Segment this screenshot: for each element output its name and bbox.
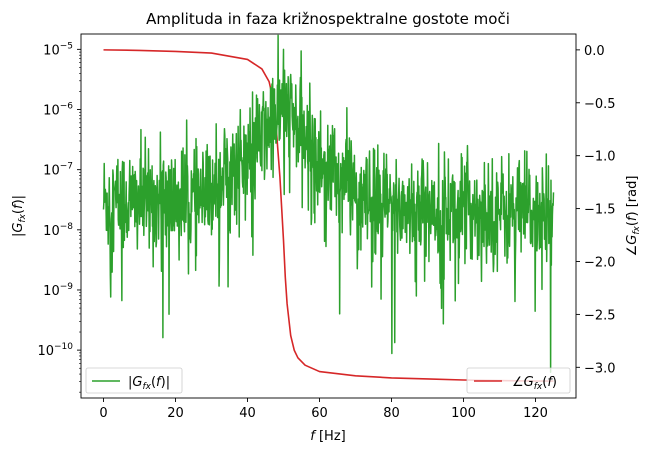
phase-series-layer — [103, 49, 554, 382]
y-left-tick-label: 10−5 — [43, 41, 73, 58]
y-left-tick-label: 10−10 — [37, 342, 73, 359]
legend-amplitude-label: |Gfx(f)| — [128, 375, 170, 392]
x-axis-label: f [Hz] — [310, 429, 345, 444]
y-left-axis-label: |Gfx(f)| — [11, 195, 28, 237]
x-tick-label: 120 — [523, 406, 548, 421]
legend-phase: ∠Gfx(f) — [466, 367, 571, 394]
y-right-tick-label: −2.5 — [584, 308, 616, 323]
y-right-tick-label: −0.5 — [584, 97, 616, 112]
y-right-tick-label: −1.5 — [584, 203, 616, 218]
y-left-tick-label: 10−7 — [43, 162, 73, 179]
y-right-tick-label: −1.0 — [584, 150, 616, 165]
y-left-tick-label: 10−8 — [43, 222, 73, 239]
x-tick-label: 60 — [311, 406, 328, 421]
legend-phase-box — [466, 367, 571, 394]
x-axis: 0 20 40 60 80 100 120 — [99, 398, 548, 421]
x-tick-label: 0 — [99, 406, 107, 421]
phase-line — [103, 49, 554, 382]
amplitude-line — [102, 34, 555, 374]
y-right-axis-label: ∠Gfx(f) [rad] — [625, 176, 642, 257]
y-left-tick-label: 10−9 — [43, 282, 73, 299]
y-left-tick-label: 10−6 — [43, 102, 73, 119]
y-axis-right: 0.0 −0.5 −1.0 −1.5 −2.0 −2.5 −3.0 — [576, 44, 616, 376]
chart-title: Amplituda in faza križnospektralne gosto… — [146, 10, 510, 28]
amplitude-series-layer — [102, 34, 555, 374]
y-right-tick-label: 0.0 — [584, 44, 605, 59]
legend-amplitude-box — [85, 367, 183, 394]
x-tick-label: 80 — [383, 406, 400, 421]
y-right-tick-label: −2.0 — [584, 256, 616, 271]
plot-frame — [80, 33, 577, 399]
x-tick-label: 20 — [167, 406, 184, 421]
y-right-tick-label: −3.0 — [584, 361, 616, 376]
y-axis-left: 10−10 10−9 10−8 10−7 10−6 10−5 — [37, 41, 81, 393]
x-tick-label: 40 — [239, 406, 256, 421]
legend-phase-label: ∠Gfx(f) — [512, 375, 557, 392]
x-tick-label: 100 — [451, 406, 476, 421]
legend-amplitude: |Gfx(f)| — [85, 367, 183, 394]
